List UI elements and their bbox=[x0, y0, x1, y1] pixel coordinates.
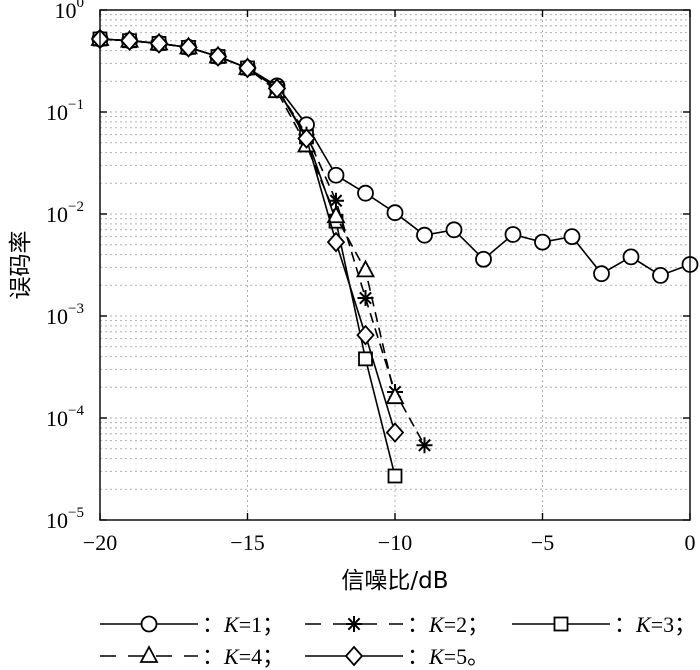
x-tick-label: −20 bbox=[83, 530, 117, 555]
x-tick-label: 0 bbox=[685, 530, 696, 555]
data-point-circle bbox=[416, 226, 433, 244]
data-point-triangle bbox=[385, 386, 405, 405]
legend-marker-circle bbox=[140, 615, 158, 633]
data-point-square bbox=[358, 351, 373, 367]
data-point-diamond bbox=[149, 33, 169, 54]
legend-label: ：K=2； bbox=[407, 612, 489, 637]
data-point-circle bbox=[622, 248, 640, 266]
legend-item: ：K=3； bbox=[512, 612, 696, 637]
legend-label: ：K=3； bbox=[614, 612, 696, 637]
data-point-star bbox=[328, 192, 344, 209]
y-tick-labels: 100 10−1 10−2 10−3 10−4 10−5 bbox=[46, 0, 84, 533]
y-axis-label: 误码率 bbox=[8, 231, 34, 300]
data-point-circle bbox=[445, 221, 463, 239]
data-point-triangle bbox=[326, 205, 346, 224]
y-tick-label: 10−5 bbox=[46, 505, 84, 533]
y-tick-label: 10−4 bbox=[46, 403, 84, 431]
y-tick-label: 100 bbox=[55, 0, 85, 23]
data-point-star bbox=[416, 437, 433, 454]
x-tick-label: −10 bbox=[378, 530, 412, 555]
series-k5 bbox=[90, 28, 405, 443]
data-point-circle bbox=[563, 228, 581, 246]
series-line bbox=[99, 38, 691, 277]
legend-marker-star bbox=[346, 616, 362, 632]
data-point-circle bbox=[504, 226, 522, 243]
x-tick-label: −15 bbox=[230, 530, 264, 555]
axis-ticks bbox=[99, 9, 691, 521]
grid bbox=[100, 10, 690, 520]
data-point-diamond bbox=[120, 30, 139, 52]
data-point-circle bbox=[386, 204, 404, 222]
x-axis-label: 信噪比/dB bbox=[341, 568, 448, 594]
data-point-diamond bbox=[356, 324, 375, 346]
legend-marker-triangle bbox=[139, 645, 159, 663]
data-point-diamond bbox=[208, 46, 228, 67]
legend-item: ：K=4； bbox=[100, 644, 284, 669]
x-tick-label: −5 bbox=[531, 530, 554, 555]
legend-item: ：K=1； bbox=[100, 612, 284, 637]
data-point-circle bbox=[593, 265, 610, 283]
legend-item: ：K=2； bbox=[305, 612, 489, 637]
legend-label: ：K=1； bbox=[202, 612, 284, 637]
legend-marker-square bbox=[553, 616, 569, 632]
y-tick-label: 10−1 bbox=[46, 97, 84, 125]
data-point-circle bbox=[475, 250, 492, 268]
data-point-circle bbox=[652, 267, 669, 284]
data-point-circle bbox=[357, 184, 374, 202]
series-line bbox=[99, 38, 426, 446]
data-point-circle bbox=[327, 166, 345, 184]
data-point-diamond bbox=[267, 78, 287, 99]
data-point-diamond bbox=[179, 37, 198, 58]
series-k3 bbox=[92, 31, 403, 484]
data-point-diamond bbox=[385, 422, 405, 443]
y-tick-label: 10−3 bbox=[46, 301, 84, 329]
data-point-star bbox=[357, 290, 374, 307]
legend-label: ：K=5。 bbox=[407, 644, 489, 669]
legend: ：K=1； ：K=2； ：K=3； ：K=4； ：K=5。 bbox=[100, 612, 696, 669]
data-point-diamond bbox=[238, 57, 257, 79]
series-group bbox=[90, 28, 699, 484]
data-point-diamond bbox=[297, 128, 316, 149]
x-tick-labels: −20 −15 −10 −5 0 bbox=[83, 530, 696, 555]
data-point-diamond bbox=[326, 231, 346, 253]
legend-label: ：K=4； bbox=[202, 644, 284, 669]
data-point-triangle bbox=[356, 259, 375, 278]
series-line bbox=[99, 38, 396, 398]
y-tick-label: 10−2 bbox=[46, 199, 84, 227]
legend-marker-diamond bbox=[344, 645, 364, 667]
data-point-square bbox=[387, 468, 403, 484]
legend-item: ：K=5。 bbox=[305, 644, 489, 669]
data-point-circle bbox=[534, 233, 551, 251]
